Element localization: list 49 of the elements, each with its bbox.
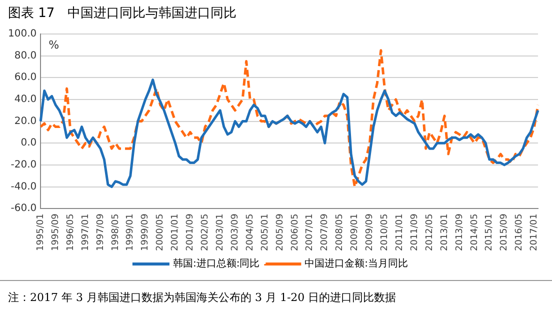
y-tick-label: -60.0 xyxy=(10,203,37,214)
x-tick-label: 1996/05 xyxy=(66,214,76,251)
x-tick-label: 2014/05 xyxy=(470,214,480,251)
x-tick-label: 2013/09 xyxy=(454,213,465,251)
x-tick-label: 2009/09 xyxy=(365,213,376,251)
y-tick-label: 0.0 xyxy=(20,138,37,149)
x-tick-label: 2011/01 xyxy=(394,214,405,251)
x-tick-label: 2004/05 xyxy=(245,214,256,251)
x-tick-label: 2008/05 xyxy=(335,214,346,251)
y-tick-label: 80.0 xyxy=(14,50,37,62)
x-tick-label: 2002/05 xyxy=(200,214,211,251)
x-tick-label: 2010/05 xyxy=(380,214,390,251)
x-tick-label: 2003/09 xyxy=(230,213,240,251)
x-tick-label: 2017/01 xyxy=(530,214,540,251)
y-tick-label: 40.0 xyxy=(14,94,37,106)
y-tick-label: 60.0 xyxy=(14,72,37,84)
x-tick-label: 2011/09 xyxy=(410,213,420,251)
x-tick-label: 2015/01 xyxy=(484,214,495,251)
x-tick-label: 2001/01 xyxy=(170,214,181,251)
x-tick-label: 2007/01 xyxy=(305,214,316,251)
line-series xyxy=(39,49,540,188)
x-tick-label: 2005/09 xyxy=(275,213,286,251)
x-tick-label: 1999/09 xyxy=(140,213,151,251)
y-tick-label: -40.0 xyxy=(10,181,37,192)
y-axis-title: % xyxy=(48,38,60,52)
x-tick-label: 2016/05 xyxy=(514,214,525,251)
x-tick-label: 2001/09 xyxy=(186,213,196,251)
y-tick-label: 20.0 xyxy=(14,116,37,127)
legend-label: 韩国:进口总额:同比 xyxy=(172,258,260,270)
x-tick-label: 2000/05 xyxy=(156,214,166,251)
x-tick-label: 2003/01 xyxy=(215,214,226,251)
y-tick-label: 100.0 xyxy=(8,28,37,40)
x-tick-label: 1999/01 xyxy=(126,214,136,251)
text: 注：2017 年 3 月韩国进口数据为韩国海关公布的 3 月 1-20 日的进口同比数据 xyxy=(8,290,396,305)
x-tick-label: 2007/09 xyxy=(320,213,330,251)
x-tick-label: 1995/09 xyxy=(50,213,61,251)
x-tick-label: 2006/05 xyxy=(290,214,300,251)
x-tick-label: 1995/01 xyxy=(36,214,46,251)
x-tick-label: 1997/09 xyxy=(96,213,106,251)
x-tick-label: 2009/01 xyxy=(350,214,360,251)
x-tick-label: 1997/01 xyxy=(80,214,91,251)
x-tick-label: 2013/01 xyxy=(440,214,450,251)
chart-title: 图表 17 中国进口同比与韩国进口同比 xyxy=(8,5,237,22)
x-tick-label: 1998/05 xyxy=(110,214,121,251)
x-tick-label: 2015/09 xyxy=(500,213,510,251)
legend-label: 中国进口金额:当月同比 xyxy=(304,258,408,270)
x-tick-label: 2012/05 xyxy=(424,214,435,251)
x-tick-label: 2005/01 xyxy=(260,214,270,251)
y-tick-label: -20.0 xyxy=(10,160,37,171)
